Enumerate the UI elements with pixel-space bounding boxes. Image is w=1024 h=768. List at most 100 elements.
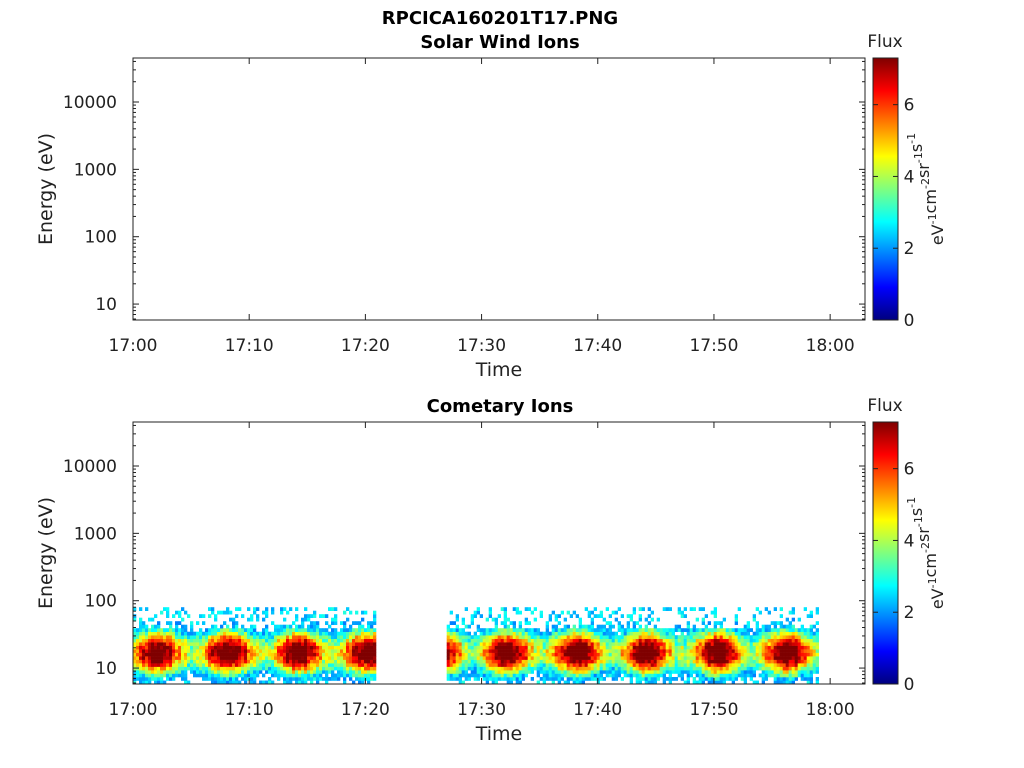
spectrogram-cell: [247, 642, 251, 646]
spectrogram-cell: [364, 610, 368, 615]
spectrogram-cell: [632, 645, 636, 650]
spectrogram-cell: [328, 656, 332, 660]
spectrogram-cell: [196, 645, 200, 650]
spectrogram-cell: [136, 645, 140, 650]
spectrogram-cell: [172, 649, 176, 653]
spectrogram-cell: [220, 645, 224, 650]
spectrogram-cell: [476, 628, 480, 632]
spectrogram-cell: [668, 680, 672, 685]
spectrogram-cell: [599, 642, 603, 646]
spectrogram-cell: [145, 645, 149, 650]
spectrogram-cell: [217, 631, 221, 636]
spectrogram-cell: [160, 638, 164, 643]
spectrogram-cell: [602, 624, 606, 629]
spectrogram-cell: [241, 628, 245, 632]
spectrogram-cell: [280, 607, 284, 611]
spectrogram-cell: [458, 680, 462, 685]
spectrogram-cell: [776, 649, 780, 653]
spectrogram-cell: [280, 638, 284, 643]
spectrogram-cell: [461, 617, 465, 622]
spectrogram-cell: [545, 663, 549, 667]
spectrogram-cell: [446, 666, 450, 671]
spectrogram-cell: [301, 645, 305, 650]
spectrogram-cell: [752, 631, 756, 636]
spectrogram-cell: [809, 666, 813, 671]
spectrogram-cell: [566, 635, 570, 639]
spectrogram-cell: [731, 677, 735, 681]
unit-exponent: -1: [912, 152, 925, 163]
spectrogram-cell: [319, 666, 323, 671]
spectrogram-cell: [680, 645, 684, 650]
spectrogram-cell: [151, 649, 155, 653]
panel-title: Cometary Ions: [427, 396, 574, 417]
spectrogram-cell: [629, 673, 633, 678]
spectrogram-cell: [214, 614, 218, 618]
spectrogram-cell: [767, 642, 771, 646]
spectrogram-cell: [566, 677, 570, 681]
spectrogram-cell: [449, 621, 453, 625]
spectrogram-cell: [596, 663, 600, 667]
spectrogram-cell: [713, 666, 717, 671]
spectrogram-cell: [211, 607, 215, 611]
spectrogram-cell: [286, 670, 290, 674]
spectrogram-cell: [650, 673, 654, 678]
spectrogram-cell: [343, 628, 347, 632]
spectrogram-cell: [301, 652, 305, 657]
spectrogram-cell: [728, 649, 732, 653]
spectrogram-cell: [782, 666, 786, 671]
spectrogram-cell: [313, 631, 317, 636]
spectrogram-cell: [253, 673, 257, 678]
spectrogram-cell: [686, 680, 690, 685]
spectrogram-cell: [163, 635, 167, 639]
spectrogram-cell: [533, 666, 537, 671]
spectrogram-cell: [133, 656, 137, 660]
spectrogram-cell: [704, 652, 708, 657]
spectrogram-cell: [211, 631, 215, 636]
spectrogram-cell: [698, 663, 702, 667]
spectrogram-cell: [545, 628, 549, 632]
spectrogram-cell: [277, 659, 281, 664]
spectrogram-cell: [791, 670, 795, 674]
spectrogram-cell: [668, 642, 672, 646]
spectrogram-cell: [298, 635, 302, 639]
spectrogram-cell: [446, 673, 450, 678]
spectrogram-cell: [196, 666, 200, 671]
spectrogram-cell: [503, 663, 507, 667]
spectrogram-cell: [776, 663, 780, 667]
spectrogram-cell: [554, 645, 558, 650]
spectrogram-cell: [518, 635, 522, 639]
spectrogram-cell: [806, 642, 810, 646]
spectrogram-cell: [491, 638, 495, 643]
spectrogram-cell: [265, 652, 269, 657]
spectrogram-cell: [506, 656, 510, 660]
spectrogram-cell: [686, 677, 690, 681]
spectrogram-cell: [166, 677, 170, 681]
spectrogram-cell: [229, 666, 233, 671]
spectrogram-cell: [554, 649, 558, 653]
spectrogram-cell: [767, 652, 771, 657]
spectrogram-cell: [626, 635, 630, 639]
spectrogram-cell: [593, 631, 597, 636]
spectrogram-cell: [367, 666, 371, 671]
spectrogram-cell: [506, 652, 510, 657]
spectrogram-cell: [181, 673, 185, 678]
spectrogram-cell: [319, 631, 323, 636]
spectrogram-cell: [500, 645, 504, 650]
spectrogram-cell: [319, 642, 323, 646]
spectrogram-cell: [313, 628, 317, 632]
spectrogram-cell: [337, 670, 341, 674]
spectrogram-cell: [734, 617, 738, 622]
spectrogram-cell: [169, 649, 173, 653]
spectrogram-cell: [587, 670, 591, 674]
spectrogram-cell: [190, 670, 194, 674]
spectrogram-cell: [716, 621, 720, 625]
spectrogram-cell: [154, 663, 158, 667]
spectrogram-cell: [671, 663, 675, 667]
spectrogram-cell: [794, 673, 798, 678]
spectrogram-cell: [524, 635, 528, 639]
spectrogram-cell: [746, 638, 750, 643]
spectrogram-cell: [656, 638, 660, 643]
spectrogram-cell: [178, 652, 182, 657]
spectrogram-cell: [560, 610, 564, 615]
